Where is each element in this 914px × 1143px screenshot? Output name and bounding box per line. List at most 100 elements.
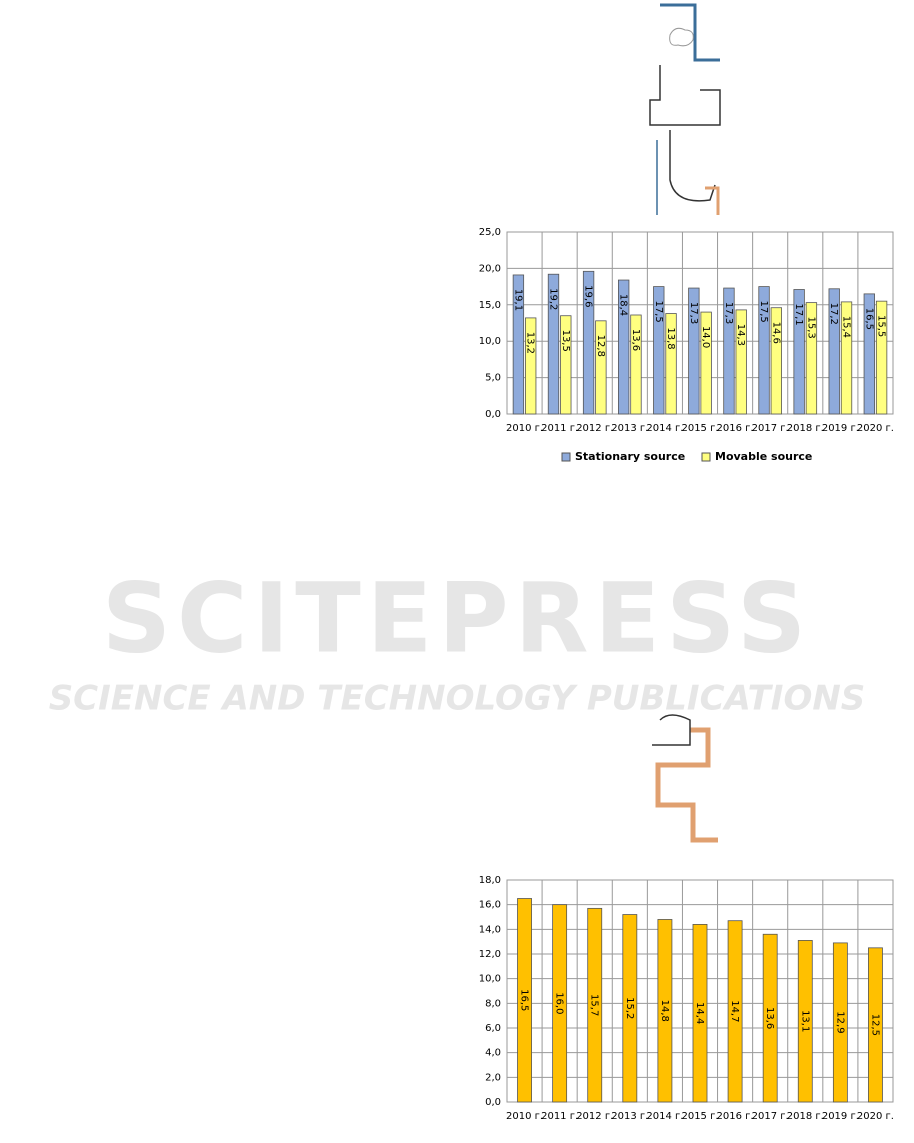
x-tick-label: 2013 г.: [611, 423, 648, 434]
watermark-subtitle: SCIENCE AND TECHNOLOGY PUBLICATIONS: [49, 679, 866, 719]
bar: [805, 302, 818, 415]
x-tick-label: 2010 г.: [506, 1111, 543, 1122]
y-tick-label: 6,0: [485, 1023, 501, 1034]
y-tick-label: 4,0: [485, 1048, 501, 1059]
x-tick-label: 2020 г.: [857, 1111, 894, 1122]
value-label: 13,1: [799, 1010, 810, 1032]
x-tick-label: 2010 г.: [506, 423, 543, 434]
value-label: 17,1: [793, 303, 804, 325]
y-tick-label: 10,0: [479, 974, 501, 985]
value-label: 15,3: [805, 316, 816, 338]
x-tick-label: 2012 г.: [576, 423, 613, 434]
value-label: 17,2: [828, 303, 839, 325]
bar: [547, 273, 560, 415]
x-tick-label: 2016 г.: [717, 423, 754, 434]
value-label: 12,5: [869, 1014, 880, 1036]
y-tick-label: 18,0: [479, 875, 501, 886]
y-tick-label: 0,0: [485, 409, 501, 420]
x-tick-label: 2020 г.: [857, 423, 894, 434]
x-tick-label: 2013 г.: [611, 1111, 648, 1122]
bar: [875, 300, 888, 415]
value-label: 15,7: [589, 994, 600, 1016]
bar: [525, 317, 537, 415]
watermark-title: SCITEPRESS: [102, 562, 812, 674]
x-tick-label: 2011 г.: [541, 423, 578, 434]
value-label: 15,2: [624, 997, 635, 1019]
value-label: 17,5: [653, 300, 664, 322]
value-label: 14,7: [729, 1000, 740, 1022]
bar: [700, 311, 712, 415]
bar: [512, 274, 525, 415]
x-tick-label: 2018 г.: [787, 423, 824, 434]
x-tick-label: 2017 г.: [752, 423, 789, 434]
bar: [618, 279, 630, 415]
value-label: 19,1: [512, 289, 523, 311]
value-label: 14,8: [659, 1000, 670, 1022]
bar: [863, 293, 875, 415]
value-label: 13,5: [560, 330, 571, 352]
y-tick-label: 12,0: [479, 949, 501, 960]
value-label: 14,4: [694, 1002, 705, 1024]
bar: [758, 286, 770, 415]
bar: [587, 907, 603, 1103]
value-label: 13,8: [665, 327, 676, 349]
y-tick-label: 0,0: [485, 1097, 501, 1108]
bar: [793, 289, 805, 415]
value-label: 16,0: [554, 992, 565, 1014]
value-label: 18,4: [618, 294, 629, 316]
bar: [770, 307, 782, 415]
bar: [560, 315, 572, 415]
value-label: 19,6: [583, 285, 594, 307]
y-tick-label: 2,0: [485, 1072, 501, 1083]
x-tick-label: 2017 г.: [752, 1111, 789, 1122]
legend-label: Stationary source: [575, 450, 685, 463]
bar: [630, 314, 642, 415]
value-label: 17,5: [758, 300, 769, 322]
x-tick-label: 2016 г.: [717, 1111, 754, 1122]
x-tick-label: 2019 г.: [822, 423, 859, 434]
bar: [688, 287, 700, 415]
bar: [665, 313, 677, 415]
value-label: 16,5: [519, 989, 530, 1011]
bar: [868, 947, 883, 1103]
value-label: 12,8: [595, 335, 606, 357]
value-label: 17,3: [723, 302, 734, 324]
x-tick-label: 2015 г.: [681, 423, 718, 434]
value-label: 19,2: [547, 288, 558, 310]
y-tick-label: 25,0: [479, 227, 501, 238]
x-tick-label: 2014 г.: [646, 1111, 683, 1122]
value-label: 15,5: [876, 315, 887, 337]
legend-swatch: [561, 452, 571, 462]
illustration-bottom: [652, 714, 718, 843]
x-tick-label: 2011 г.: [541, 1111, 578, 1122]
bar: [622, 914, 638, 1103]
bar: [727, 920, 743, 1103]
y-tick-label: 20,0: [479, 263, 501, 274]
value-label: 17,3: [688, 302, 699, 324]
x-tick-label: 2012 г.: [576, 1111, 613, 1122]
legend-swatch: [701, 452, 711, 462]
x-tick-label: 2015 г.: [681, 1111, 718, 1122]
bar: [840, 301, 853, 415]
y-tick-label: 10,0: [479, 336, 501, 347]
y-tick-label: 5,0: [485, 373, 501, 384]
y-tick-label: 8,0: [485, 998, 501, 1009]
y-tick-label: 15,0: [479, 300, 501, 311]
bar: [657, 919, 673, 1103]
x-tick-label: 2019 г.: [822, 1111, 859, 1122]
bar: [552, 904, 568, 1103]
y-tick-label: 14,0: [479, 924, 501, 935]
bar: [762, 933, 778, 1103]
value-label: 13,6: [764, 1007, 775, 1029]
value-label: 15,4: [841, 316, 852, 338]
bar: [723, 287, 735, 415]
y-tick-label: 16,0: [479, 900, 501, 911]
value-label: 13,6: [630, 329, 641, 351]
value-label: 14,6: [770, 322, 781, 344]
bar: [832, 942, 848, 1103]
bar: [692, 924, 708, 1103]
illustration-top: [649, 3, 721, 215]
x-tick-label: 2014 г.: [646, 423, 683, 434]
bar: [735, 309, 747, 415]
